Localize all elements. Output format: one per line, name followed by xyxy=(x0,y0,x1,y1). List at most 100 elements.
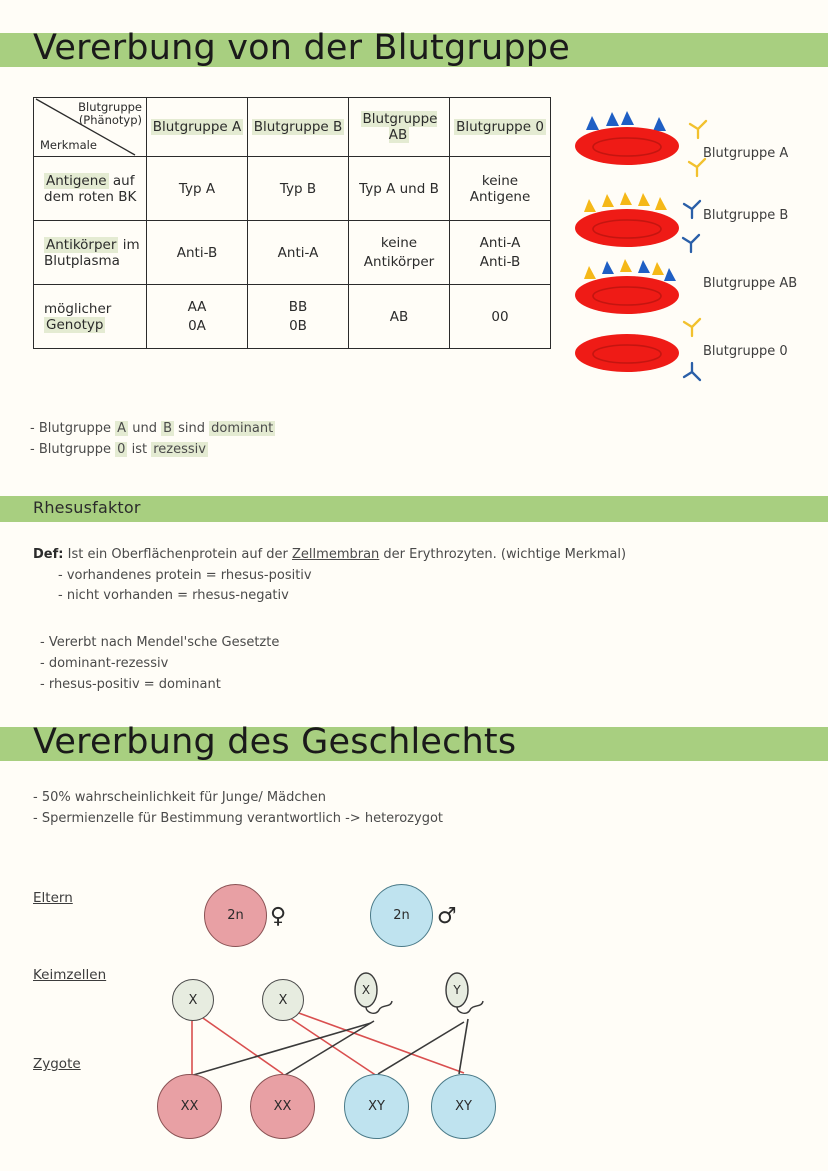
note-dominant-c: sind xyxy=(174,421,210,436)
cell-antikoerper-ab-l2: Antikörper xyxy=(363,253,435,270)
note-dominant-hl3: dominant xyxy=(209,421,276,436)
diagram-row-label-zygote: Zygote xyxy=(33,1056,81,1072)
sex-bullet-2: - Spermienzelle für Bestimmung verantwor… xyxy=(33,811,444,826)
blood-cell-b-icon xyxy=(575,192,702,254)
page-title-sex: Vererbung des Geschlechts xyxy=(33,722,517,762)
row2-label-rest: möglicher xyxy=(44,300,112,317)
rhesus-bullet-2: - dominant-rezessiv xyxy=(40,656,169,671)
rhesus-def-underlined: Zellmembran xyxy=(292,547,380,562)
blood-cell-label-b: Blutgruppe B xyxy=(703,208,789,223)
gamete-sperm-x-label: X xyxy=(361,983,371,997)
gamete-egg-1-label: X xyxy=(188,992,198,1008)
table-col-header-0: Blutgruppe 0 xyxy=(449,97,551,157)
gamete-sperm-y[interactable]: Y xyxy=(443,970,498,1026)
rhesus-def-text-a: Ist ein Oberflächenprotein auf der xyxy=(67,547,293,562)
row0-label-hl: Antigene xyxy=(44,172,109,189)
row0-label-rest: auf xyxy=(108,172,135,189)
blood-cell-diagrams: Blutgruppe A Blutgruppe B Blutgruppe AB … xyxy=(560,100,828,390)
cell-genotyp-ab: AB xyxy=(348,284,450,349)
cell-antikoerper-0: Anti-A Anti-B xyxy=(449,220,551,285)
blood-cells-svg xyxy=(575,111,708,382)
mars-icon: ♂ xyxy=(437,904,457,929)
row-label-genotyp: möglicher Genotyp xyxy=(33,284,147,349)
sperm-x-icon xyxy=(354,972,393,1014)
gamete-egg-1[interactable]: X xyxy=(172,979,214,1021)
table-header-row: Blutgruppe (Phänotyp) Merkmale Blutgrupp… xyxy=(33,97,551,157)
rhesus-sub-1: - vorhandenes protein = rhesus-positiv xyxy=(58,568,312,583)
note-dominant-b: und xyxy=(128,421,162,436)
cell-genotyp-b: BB 0B xyxy=(247,284,349,349)
cell-genotyp-b-l2: 0B xyxy=(289,317,307,334)
zygote-1[interactable]: XX xyxy=(157,1074,222,1139)
parent-mother[interactable]: 2n xyxy=(204,884,267,947)
zygote-3[interactable]: XY xyxy=(344,1074,409,1139)
section-banner-blood xyxy=(0,33,828,67)
note-dominant-hl2: B xyxy=(161,421,174,436)
table-col-header-a: Blutgruppe A xyxy=(146,97,248,157)
gamete-egg-2[interactable]: X xyxy=(262,979,304,1021)
diagram-row-label-keimzellen: Keimzellen xyxy=(33,967,107,983)
col-header-0-label: Blutgruppe 0 xyxy=(454,119,546,135)
rhesus-def-text-b: der Erythrozyten. (wichtige Merkmal) xyxy=(379,547,627,562)
note-rezessiv: - Blutgruppe 0 ist rezessiv xyxy=(30,442,208,457)
row2-label-line2: Genotyp xyxy=(44,316,106,333)
note-dominant-hl1: A xyxy=(115,421,129,436)
parent-mother-label: 2n xyxy=(227,908,244,923)
blood-cell-a-icon xyxy=(575,111,708,178)
zygote-1-label: XX xyxy=(180,1099,199,1114)
venus-icon: ♀ xyxy=(270,904,287,929)
col-header-b-label: Blutgruppe B xyxy=(251,119,345,135)
rhesus-bullet-1: - Vererbt nach Mendel'sche Gesetzte xyxy=(40,635,280,650)
table-row: möglicher Genotyp AA 0A BB 0B AB 00 xyxy=(33,284,551,349)
diagram-row-label-eltern: Eltern xyxy=(33,890,73,906)
section-title-rhesus: Rhesusfaktor xyxy=(33,498,141,517)
diagonal-line-icon xyxy=(35,98,136,156)
zygote-3-label: XY xyxy=(368,1099,385,1114)
zygote-4[interactable]: XY xyxy=(431,1074,496,1139)
cell-genotyp-a-l1: AA xyxy=(187,298,207,315)
cell-antigene-a: Typ A xyxy=(146,156,248,221)
cell-genotyp-a: AA 0A xyxy=(146,284,248,349)
table-col-header-b: Blutgruppe B xyxy=(247,97,349,157)
cell-antikoerper-ab-l1: keine xyxy=(380,234,418,251)
corner-top-line1: Blutgruppe xyxy=(78,100,142,114)
parent-father-label: 2n xyxy=(393,908,410,923)
table-col-header-ab: Blutgruppe AB xyxy=(348,97,450,157)
section-banner-rhesus xyxy=(0,496,828,522)
rhesus-def-label: Def: xyxy=(33,547,64,562)
zygote-4-label: XY xyxy=(455,1099,472,1114)
row1-label-hl: Antikörper xyxy=(44,236,119,253)
row-label-antikoerper: Antikörper im Blutplasma xyxy=(33,220,147,285)
col-header-a-label: Blutgruppe A xyxy=(150,119,244,135)
note-dominant-a: - Blutgruppe xyxy=(30,421,116,436)
col-header-ab-label: Blutgruppe AB xyxy=(360,111,438,143)
cell-antikoerper-0-l2: Anti-B xyxy=(479,253,521,270)
row0-label-line2: dem roten BK xyxy=(44,188,137,205)
sperm-y-icon xyxy=(445,972,484,1014)
gamete-sperm-x[interactable]: X xyxy=(352,970,407,1026)
zygote-2-label: XX xyxy=(273,1099,292,1114)
cell-antikoerper-b: Anti-A xyxy=(247,220,349,285)
table-row: Antigene auf dem roten BK Typ A Typ B Ty… xyxy=(33,156,551,221)
table-corner-cell: Blutgruppe (Phänotyp) Merkmale xyxy=(33,97,147,157)
row1-label-rest: im xyxy=(118,236,140,253)
blood-cell-0-icon xyxy=(575,317,702,382)
corner-top-line2: (Phänotyp) xyxy=(78,113,142,127)
row1-label-line2: Blutplasma xyxy=(44,252,120,269)
table-row: Antikörper im Blutplasma Anti-B Anti-A k… xyxy=(33,220,551,285)
cell-genotyp-b-l1: BB xyxy=(288,298,308,315)
rhesus-sub-2: - nicht vorhanden = rhesus-negativ xyxy=(58,588,289,603)
cell-antikoerper-0-l1: Anti-A xyxy=(479,234,521,251)
blood-cell-label-0: Blutgruppe 0 xyxy=(703,344,788,359)
page-title-blood: Vererbung von der Blutgruppe xyxy=(33,28,570,68)
row-label-antigene: Antigene auf dem roten BK xyxy=(33,156,147,221)
corner-label-top: Blutgruppe (Phänotyp) xyxy=(78,101,142,127)
parent-father[interactable]: 2n xyxy=(370,884,433,947)
blood-group-table: Blutgruppe (Phänotyp) Merkmale Blutgrupp… xyxy=(33,97,551,349)
section-banner-sex xyxy=(0,727,828,761)
note-rezessiv-b: ist xyxy=(127,442,152,457)
blood-cell-ab-icon xyxy=(575,259,679,314)
zygote-2[interactable]: XX xyxy=(250,1074,315,1139)
blood-cell-label-a: Blutgruppe A xyxy=(703,146,789,161)
inheritance-lines xyxy=(189,1011,469,1077)
